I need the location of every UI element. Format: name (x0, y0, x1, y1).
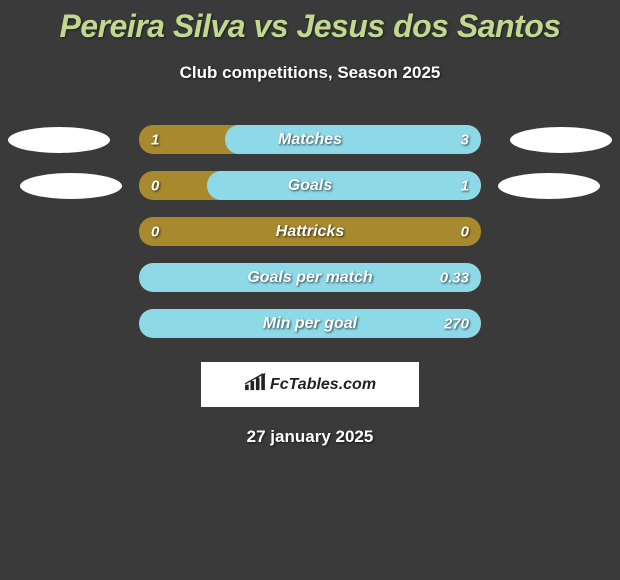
stat-bar: Min per goal 270 (139, 309, 481, 338)
stat-label: Min per goal (263, 315, 357, 333)
stat-row: Min per goal 270 (0, 309, 620, 338)
stat-label: Goals per match (247, 269, 372, 287)
stat-value-right: 0 (461, 223, 469, 240)
stat-label: Hattricks (276, 223, 344, 241)
player-right-marker (510, 127, 612, 153)
stats-rows: Matches 1 3 Goals 0 1 Hattricks 0 0 Goals per mat… (0, 125, 620, 338)
player-right-marker (498, 173, 600, 199)
stat-label: Goals (288, 177, 332, 195)
stat-row: Goals 0 1 (0, 171, 620, 200)
stat-bar: Matches 1 3 (139, 125, 481, 154)
page-title: Pereira Silva vs Jesus dos Santos (0, 8, 620, 45)
stat-value-left: 0 (151, 223, 159, 240)
brand-box[interactable]: FcTables.com (201, 362, 419, 407)
stat-value-right: 3 (461, 131, 469, 148)
stat-value-right: 1 (461, 177, 469, 194)
stat-row: Goals per match 0.33 (0, 263, 620, 292)
bar-chart-icon (244, 373, 266, 396)
comparison-widget: Pereira Silva vs Jesus dos Santos Club c… (0, 0, 620, 447)
date-line: 27 january 2025 (0, 427, 620, 447)
player-left-marker (8, 127, 110, 153)
stat-value-right: 270 (444, 315, 469, 332)
page-subtitle: Club competitions, Season 2025 (0, 63, 620, 83)
stat-row: Matches 1 3 (0, 125, 620, 154)
stat-bar: Goals 0 1 (139, 171, 481, 200)
stat-row: Hattricks 0 0 (0, 217, 620, 246)
stat-bar-fill (225, 125, 482, 154)
player-left-marker (20, 173, 122, 199)
stat-bar: Goals per match 0.33 (139, 263, 481, 292)
stat-label: Matches (278, 131, 342, 149)
stat-value-right: 0.33 (440, 269, 469, 286)
stat-value-left: 1 (151, 131, 159, 148)
brand-text: FcTables.com (270, 376, 376, 394)
stat-value-left: 0 (151, 177, 159, 194)
stat-bar-fill (207, 171, 481, 200)
stat-bar: Hattricks 0 0 (139, 217, 481, 246)
